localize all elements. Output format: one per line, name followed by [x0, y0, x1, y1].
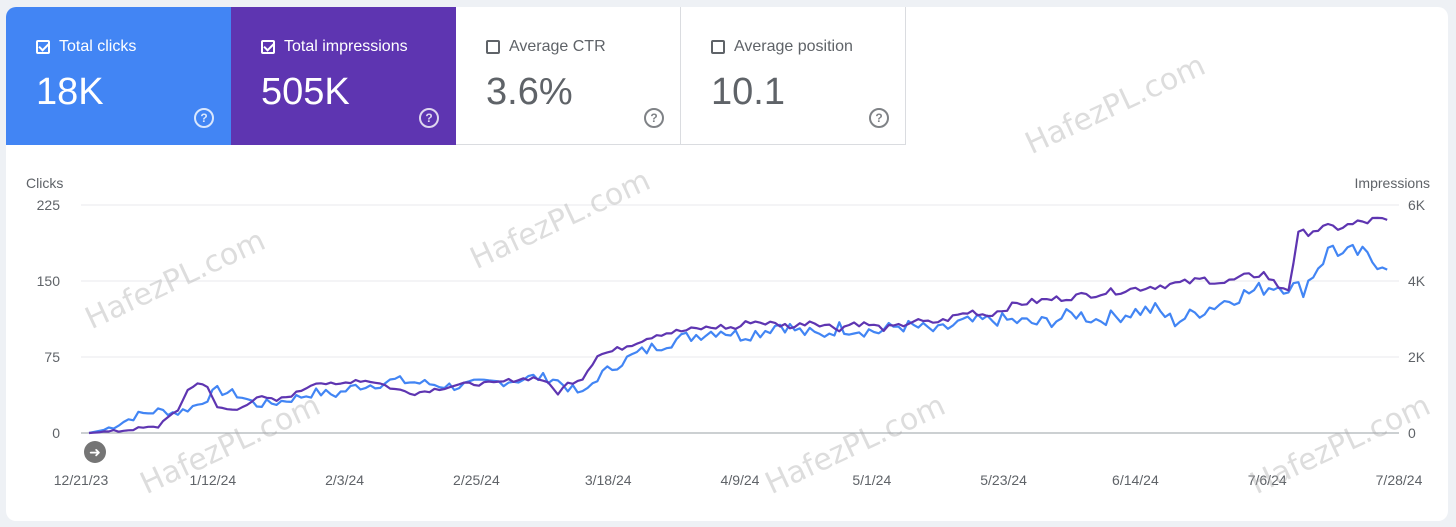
x-axis-ticks: 12/21/23 1/12/24 2/3/24 2/25/24 3/18/24 4/9/2… — [54, 472, 1423, 488]
left-tick-label: 225 — [37, 197, 61, 213]
left-tick-label: 75 — [44, 349, 60, 365]
metric-tiles: Total clicks 18K ? Total impressions 505… — [6, 7, 906, 145]
tile-total-impressions[interactable]: Total impressions 505K ? — [231, 7, 456, 145]
x-tick-label: 2/25/24 — [453, 472, 500, 488]
series-lines — [88, 216, 1388, 435]
performance-chart: Clicks Impressions 225 150 75 0 6K 4K 2K 0 12/… — [26, 175, 1430, 488]
x-tick-label: 2/3/24 — [325, 472, 364, 488]
checkbox-ctr[interactable] — [486, 40, 500, 54]
help-icon[interactable]: ? — [419, 108, 439, 128]
x-tick-label: 3/18/24 — [585, 472, 632, 488]
help-icon[interactable]: ? — [869, 108, 889, 128]
right-tick-label: 0 — [1408, 425, 1416, 441]
left-axis-label: Clicks — [26, 175, 63, 191]
help-icon[interactable]: ? — [644, 108, 664, 128]
right-axis-ticks: 6K 4K 2K 0 — [1408, 197, 1426, 441]
x-tick-label: 4/9/24 — [721, 472, 760, 488]
x-tick-label: 12/21/23 — [54, 472, 109, 488]
tile-value-clicks: 18K — [36, 71, 104, 113]
left-tick-label: 0 — [52, 425, 60, 441]
right-tick-label: 2K — [1408, 349, 1426, 365]
tile-value-ctr: 3.6% — [486, 71, 573, 113]
x-tick-label: 6/14/24 — [1112, 472, 1159, 488]
x-tick-label: 1/12/24 — [189, 472, 236, 488]
tile-label-impressions: Total impressions — [284, 38, 408, 55]
left-tick-label: 150 — [37, 273, 61, 289]
tile-label-clicks: Total clicks — [59, 38, 137, 55]
right-tick-label: 6K — [1408, 197, 1426, 213]
series-line-total-impressions — [88, 216, 1388, 435]
tile-average-position[interactable]: Average position 10.1 ? — [681, 7, 906, 145]
tile-value-position: 10.1 — [711, 71, 785, 113]
left-axis-ticks: 225 150 75 0 — [37, 197, 61, 441]
tile-total-clicks[interactable]: Total clicks 18K ? — [6, 7, 231, 145]
arrow-right-icon[interactable]: ➜ — [84, 441, 106, 463]
right-tick-label: 4K — [1408, 273, 1426, 289]
performance-card: Total clicks 18K ? Total impressions 505… — [6, 7, 1448, 521]
tile-value-impressions: 505K — [261, 71, 350, 113]
tile-label-ctr: Average CTR — [509, 38, 606, 55]
tile-average-ctr[interactable]: Average CTR 3.6% ? — [456, 7, 681, 145]
tile-label-position: Average position — [734, 38, 853, 55]
help-icon[interactable]: ? — [194, 108, 214, 128]
checkbox-impressions[interactable] — [261, 40, 275, 54]
x-tick-label: 7/6/24 — [1248, 472, 1287, 488]
checkbox-clicks[interactable] — [36, 40, 50, 54]
x-tick-label: 5/23/24 — [980, 472, 1027, 488]
x-tick-label: 7/28/24 — [1376, 472, 1423, 488]
checkbox-position[interactable] — [711, 40, 725, 54]
series-line-total-clicks — [88, 243, 1388, 435]
x-tick-label: 5/1/24 — [852, 472, 891, 488]
right-axis-label: Impressions — [1355, 175, 1430, 191]
